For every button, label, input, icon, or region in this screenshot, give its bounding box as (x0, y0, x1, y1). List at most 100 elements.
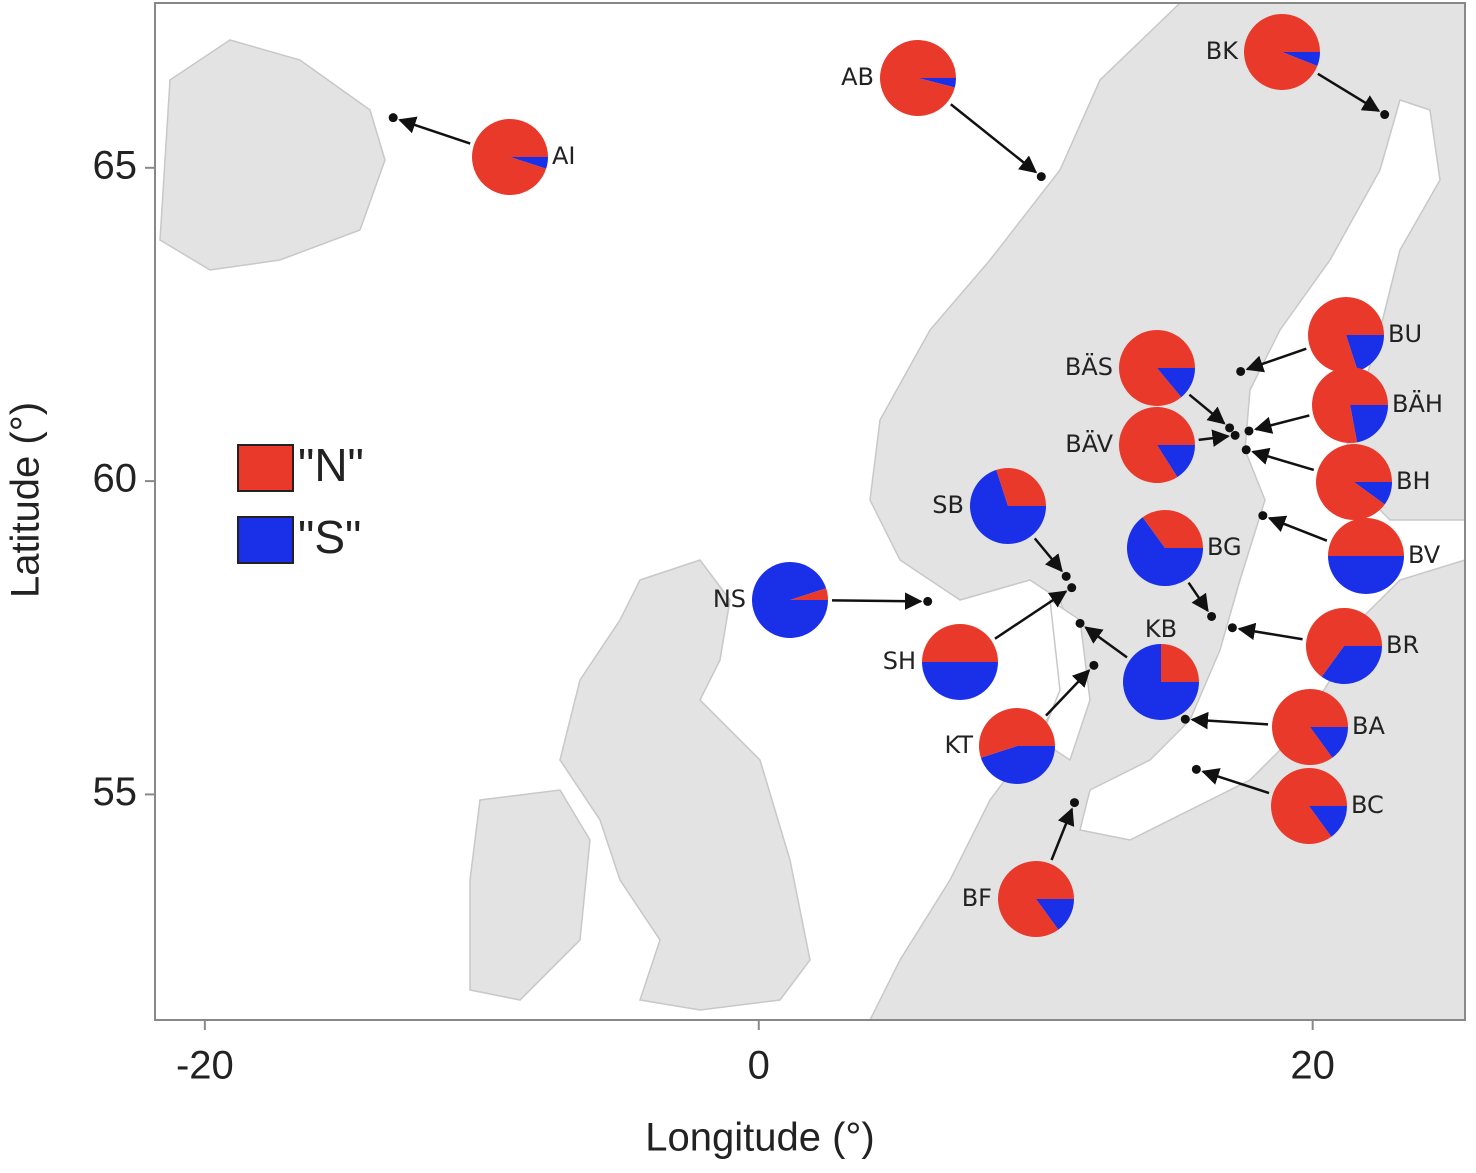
site-label: BÄH (1392, 389, 1443, 418)
sample-site (1241, 445, 1251, 455)
sample-site (1380, 110, 1390, 120)
arrow (1237, 622, 1303, 641)
plot-frame (154, 2, 1466, 1021)
pie-slice (1350, 405, 1388, 443)
pie-slice (752, 562, 828, 639)
y-tick-label: 55 (93, 770, 138, 814)
arrow (994, 590, 1068, 640)
x-tick-label: 20 (1290, 1044, 1335, 1088)
arrow (1201, 768, 1270, 795)
arrow (1188, 393, 1226, 425)
pie-slice (1161, 644, 1199, 682)
sample-site (1069, 798, 1079, 808)
legend-swatch (237, 444, 294, 492)
pie-slice (922, 624, 998, 662)
arrow (1045, 669, 1091, 717)
sample-site (1061, 571, 1071, 581)
site-label: BÄS (1065, 352, 1113, 381)
sample-site (1075, 618, 1085, 628)
arrow (1084, 626, 1128, 659)
site-label: SB (932, 491, 964, 519)
pie-slice (1157, 445, 1195, 478)
site-label: BK (1206, 37, 1239, 65)
pie-slice (996, 468, 1046, 506)
y-axis-label: Latitude (°) (4, 402, 48, 598)
legend-label: "S" (298, 511, 361, 563)
pie-slice (1328, 518, 1404, 556)
arrow (950, 103, 1038, 174)
site-label: BU (1388, 320, 1422, 348)
pie-slice (510, 157, 548, 169)
pie-slice (1272, 689, 1348, 765)
pie-slice (1127, 517, 1203, 586)
arrow (1251, 447, 1315, 472)
x-tick-label: 0 (748, 1044, 770, 1088)
sample-site (1227, 623, 1237, 633)
arrow (1267, 515, 1328, 542)
pie-slice (980, 746, 1055, 785)
sample-site (1236, 366, 1246, 376)
sample-site (1207, 611, 1217, 621)
pie-slice (1119, 330, 1195, 407)
arrow (1245, 347, 1307, 373)
sample-site (1089, 660, 1099, 670)
site-label: NS (713, 585, 746, 613)
pie-slice (1328, 556, 1404, 594)
arrow (1254, 414, 1310, 434)
arrow (831, 592, 923, 610)
pie-slice (1310, 727, 1348, 758)
legend-swatch (237, 516, 294, 564)
pie-slice (472, 118, 548, 195)
site-label: BG (1207, 533, 1242, 561)
sample-site (1258, 511, 1268, 521)
pie-slice (1243, 13, 1320, 90)
sample-site (1230, 430, 1240, 440)
site-label: BÄV (1065, 429, 1113, 458)
pie-slice (1308, 297, 1384, 374)
y-tick-label: 60 (93, 457, 138, 501)
pie-slice (1142, 510, 1203, 548)
arrow (1317, 72, 1381, 112)
site-label: BF (962, 884, 992, 912)
arrow (1190, 711, 1269, 730)
site-label: BR (1386, 631, 1419, 659)
arrow (1033, 537, 1063, 573)
pie-slice (1036, 899, 1074, 930)
site-label: AI (552, 142, 576, 170)
pie-slice (1309, 806, 1347, 837)
pie-slice (1282, 52, 1320, 66)
pie-slice (1346, 335, 1384, 372)
pie-slice (918, 78, 956, 88)
arrow (398, 116, 471, 145)
pie-slice (979, 708, 1055, 758)
x-tick-label: -20 (176, 1044, 234, 1088)
arrow (1050, 807, 1075, 861)
site-label: BA (1352, 712, 1385, 740)
pie-slice (1270, 768, 1347, 844)
arrow (1198, 429, 1230, 447)
site-label: SH (883, 647, 916, 675)
sample-site (1225, 423, 1235, 433)
sample-site (388, 113, 398, 123)
pie-slice (998, 861, 1074, 937)
y-tick-label: 65 (93, 143, 138, 187)
sample-site (1036, 172, 1046, 182)
site-label: KT (944, 731, 973, 759)
site-label: BV (1408, 541, 1441, 569)
site-label: AB (841, 63, 874, 91)
pie-slice (879, 40, 956, 117)
pie-slice (1305, 607, 1382, 677)
pie-slice (922, 662, 998, 700)
pie-slice (1119, 407, 1195, 484)
sample-site (923, 596, 933, 606)
arrow (1187, 582, 1209, 613)
sample-site (1180, 714, 1190, 724)
pie-slice (1157, 368, 1195, 398)
pie-slice (1321, 646, 1382, 684)
pie-slice (970, 469, 1046, 545)
site-label: BH (1396, 467, 1431, 495)
pie-slice (1315, 444, 1392, 521)
site-label: BC (1351, 791, 1384, 819)
sample-site (1067, 583, 1077, 593)
